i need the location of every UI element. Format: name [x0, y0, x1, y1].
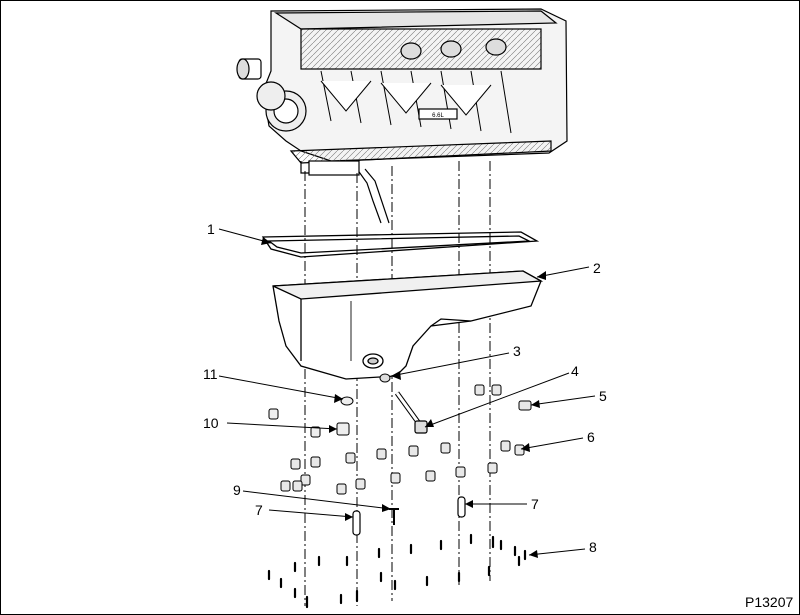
- callout-3: 3: [513, 343, 521, 359]
- oil-pan: [272, 270, 544, 380]
- oil-pan-bolts: [267, 533, 527, 609]
- callout-1: 1: [207, 221, 215, 237]
- engine-plate-text: 6.6L: [432, 113, 444, 119]
- callout-5: 5: [599, 388, 607, 404]
- pan-seal: [268, 396, 354, 438]
- oil-pan-gasket: [261, 231, 540, 258]
- engine-block: [236, 8, 568, 224]
- callout-6: 6: [587, 429, 595, 445]
- callout-7-left: 7: [255, 502, 263, 518]
- callout-11: 11: [203, 366, 218, 382]
- callout-2: 2: [593, 260, 601, 276]
- callouts: 1 2 3 4 5 6 7 7 8 9 10 11: [203, 221, 607, 555]
- callout-4: 4: [571, 363, 579, 379]
- callout-7-right: 7: [531, 496, 539, 512]
- oil-level-sensor: [394, 391, 428, 434]
- callout-8: 8: [589, 539, 597, 555]
- leader-arrowheads: [261, 237, 546, 558]
- alignment-lines: [304, 161, 491, 606]
- figure-id: P13207: [745, 594, 793, 610]
- callout-9: 9: [233, 482, 241, 498]
- callout-10: 10: [203, 415, 219, 431]
- drain-plug-seal: [379, 373, 391, 383]
- dowel-pins: [352, 496, 466, 536]
